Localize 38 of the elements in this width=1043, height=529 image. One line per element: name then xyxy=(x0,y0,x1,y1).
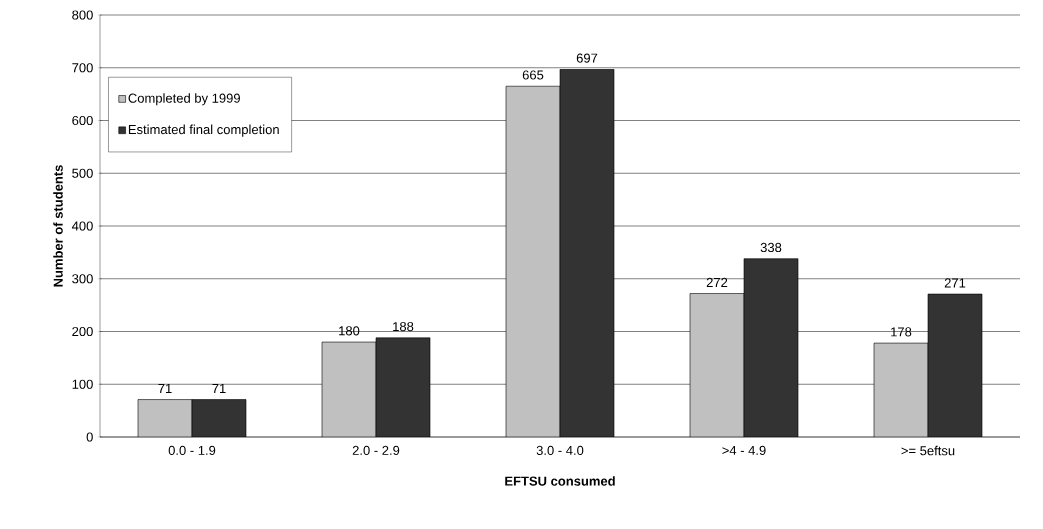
bar xyxy=(321,341,377,437)
data-label: 697 xyxy=(576,53,598,63)
y-tick-label: 400 xyxy=(71,221,93,231)
data-label: 188 xyxy=(393,321,414,332)
y-tick-label: 200 xyxy=(72,326,93,337)
bar xyxy=(689,293,745,437)
bar xyxy=(137,399,193,437)
y-tick-label: 600 xyxy=(72,115,93,126)
bar xyxy=(927,293,983,437)
legend-label: Completed by 1999 xyxy=(128,93,240,106)
y-tick-label: 300 xyxy=(72,274,93,284)
x-tick-label: >4 - 4.9 xyxy=(722,445,766,455)
bar xyxy=(505,85,561,437)
x-tick-label: >= 5eftsu xyxy=(901,445,955,456)
data-label: 271 xyxy=(944,278,966,288)
data-label: 180 xyxy=(339,326,360,336)
x-tick-label: 2.0 - 2.9 xyxy=(352,445,400,455)
bar xyxy=(375,337,431,437)
y-axis-title: Number of students xyxy=(53,165,63,287)
y-tick-label: 100 xyxy=(72,379,93,389)
bar xyxy=(743,258,799,437)
y-tick-label: 800 xyxy=(72,10,93,20)
x-tick-label: 3.0 - 4.0 xyxy=(536,445,584,455)
data-label: 272 xyxy=(706,277,728,287)
bar xyxy=(191,399,247,437)
x-axis-title: EFTSU consumed xyxy=(505,476,615,486)
data-label: 71 xyxy=(212,383,226,393)
bar xyxy=(873,342,929,437)
y-tick-label: 700 xyxy=(72,63,93,73)
y-tick-label: 0 xyxy=(86,432,93,442)
data-label: 338 xyxy=(760,242,782,253)
data-label: 71 xyxy=(158,383,172,393)
data-label: 665 xyxy=(522,70,544,80)
y-tick-label: 500 xyxy=(72,168,93,178)
legend-label: Estimated final completion xyxy=(128,124,279,137)
data-label: 178 xyxy=(891,327,912,337)
bar xyxy=(559,69,615,437)
x-tick-label: 0.0 - 1.9 xyxy=(168,445,216,455)
